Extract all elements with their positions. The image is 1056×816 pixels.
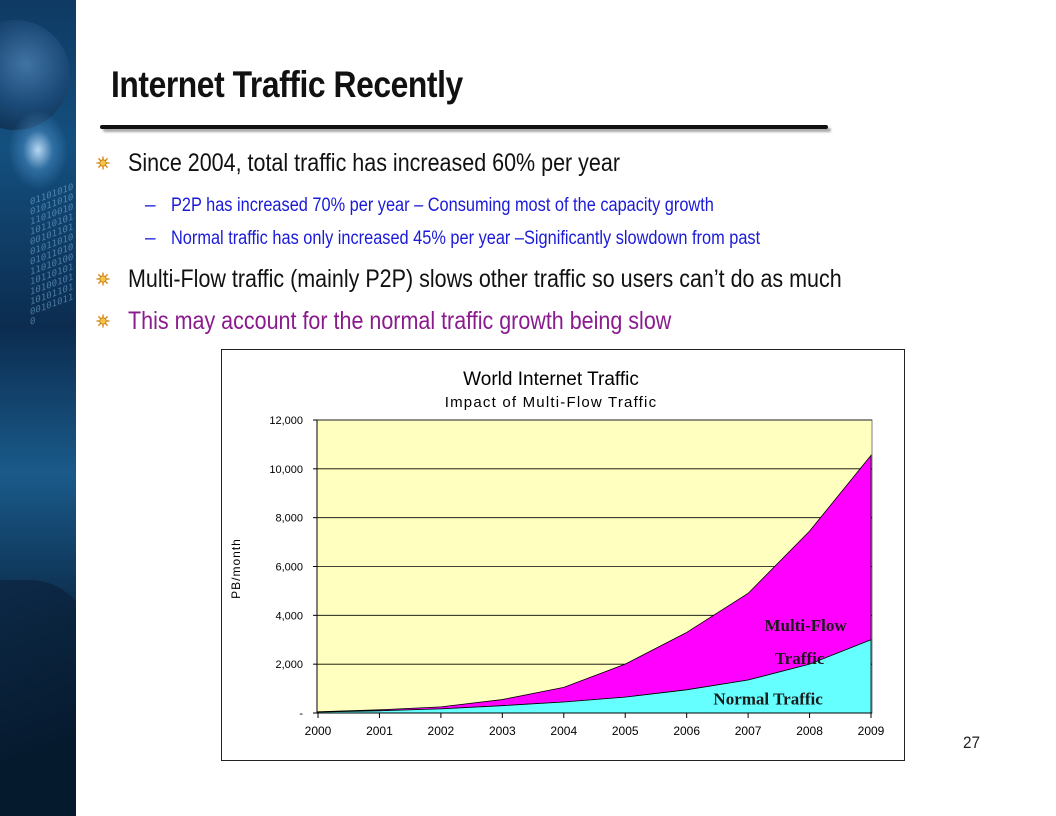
x-tick-label: 2002: [428, 724, 455, 738]
x-tick-label: 2009: [858, 724, 885, 738]
bullet-text: Since 2004, total traffic has increased …: [128, 149, 621, 177]
x-tick-label: 2006: [673, 724, 700, 738]
satellite-dish-image: [0, 580, 76, 816]
dash-marker: –: [145, 195, 156, 216]
y-tick-label: 6,000: [275, 562, 303, 574]
multiflow-label-line2: Traffic: [775, 649, 825, 668]
decorative-side-strip: 0110101001011010110100101011010100101101…: [0, 0, 76, 816]
page-number: 27: [963, 733, 981, 752]
sub-bullet-text: P2P has increased 70% per year – Consumi…: [171, 195, 714, 216]
y-tick-label: 12,000: [269, 415, 303, 427]
normal-traffic-label: Normal Traffic: [713, 690, 823, 709]
chart-subtitle: Impact of Multi-Flow Traffic: [445, 394, 658, 411]
bullet-text: Multi-Flow traffic (mainly P2P) slows ot…: [128, 265, 842, 293]
x-tick-label: 2004: [550, 724, 577, 738]
title-underline: [100, 125, 828, 129]
binary-digits-pattern: 0110101001011010110100101011010100101101…: [30, 182, 74, 329]
sub-bullet-text: Normal traffic has only increased 45% pe…: [171, 228, 761, 249]
chart-svg: World Internet Traffic Impact of Multi-F…: [229, 369, 885, 738]
chart-title: World Internet Traffic: [463, 369, 639, 390]
x-tick-label: 2001: [366, 724, 393, 738]
y-tick-label: -: [299, 708, 303, 720]
sun-bullet-icon: [96, 314, 110, 328]
multiflow-label: Multi-Flow: [764, 616, 847, 635]
x-tick-label: 2000: [305, 724, 332, 738]
x-tick-label: 2003: [489, 724, 516, 738]
y-tick-label: 2,000: [275, 659, 303, 671]
x-tick-label: 2007: [735, 724, 762, 738]
y-tick-label: 10,000: [269, 464, 303, 476]
slide-title: Internet Traffic Recently: [111, 64, 463, 105]
x-tick-label: 2005: [612, 724, 639, 738]
x-tick-label: 2008: [796, 724, 823, 738]
light-flare: [8, 110, 68, 190]
y-tick-label: 4,000: [275, 610, 303, 622]
y-tick-label: 8,000: [275, 513, 303, 525]
sun-bullet-icon: [96, 272, 110, 286]
world-internet-traffic-chart: World Internet Traffic Impact of Multi-F…: [221, 349, 905, 761]
plot-area: - 2,000 4,000 6,000 8,000 10,000 12,000 2000 200…: [229, 415, 885, 738]
y-axis-label: PB/month: [229, 538, 243, 599]
sun-bullet-icon: [96, 156, 110, 170]
dash-marker: –: [145, 228, 156, 249]
bullet-text: This may account for the normal traffic …: [128, 307, 672, 335]
